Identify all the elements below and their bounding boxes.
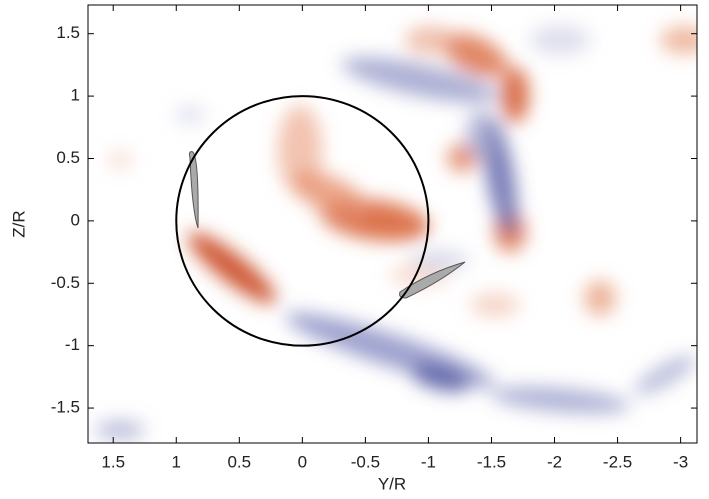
x-tick-label: -1 <box>421 452 436 471</box>
x-tick-label: -1.5 <box>477 452 506 471</box>
x-tick-label: 0 <box>298 452 307 471</box>
x-tick-label: -2.5 <box>603 452 632 471</box>
y-axis-label: Z/R <box>9 210 28 237</box>
vorticity-field <box>95 25 697 440</box>
x-tick-label: -2 <box>547 452 562 471</box>
rotor-circle <box>175 95 430 347</box>
x-tick-label: 1 <box>172 452 181 471</box>
x-tick-label: -0.5 <box>351 452 380 471</box>
blade <box>399 261 466 299</box>
y-tick-label: 0 <box>71 210 80 229</box>
y-tick-label: -0.5 <box>51 273 80 292</box>
y-tick-label: -1.5 <box>51 398 80 417</box>
y-tick-label: 1.5 <box>56 23 80 42</box>
y-tick-label: -1 <box>65 335 80 354</box>
plot-frame <box>87 4 698 444</box>
x-tick-label: -3 <box>673 452 688 471</box>
x-tick-label: 1.5 <box>101 452 125 471</box>
y-tick-label: 0.5 <box>56 148 80 167</box>
y-tick-label: 1 <box>71 86 80 105</box>
x-tick-label: 0.5 <box>227 452 251 471</box>
x-axis-label: Y/R <box>378 474 406 493</box>
blade <box>188 151 199 229</box>
